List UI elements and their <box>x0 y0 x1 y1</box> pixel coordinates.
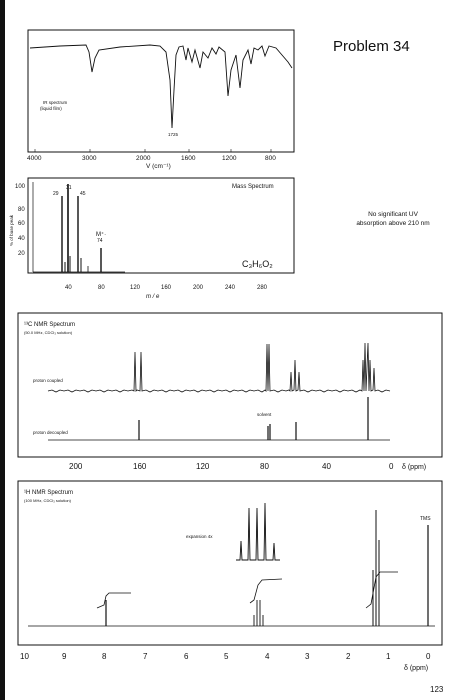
ms-peaks <box>61 184 102 272</box>
h1-conditions: (100 MHz, CDCl₃ solution) <box>24 498 72 503</box>
ms-x-tick-200: 200 <box>193 285 204 291</box>
h1-tick-8: 8 <box>102 652 107 661</box>
ir-tick-4000: 4000 <box>27 155 42 162</box>
c13-solvent-label: solvent <box>257 412 272 417</box>
ms-peak-label-29: 29 <box>53 191 59 197</box>
ms-peak-label-31: 31 <box>66 185 72 191</box>
c13-axis-unit: δ (ppm) <box>402 464 426 471</box>
ms-formula: C₃H₆O₂ <box>242 259 273 269</box>
h1-tick-2: 2 <box>346 652 351 661</box>
h1-tick-0: 0 <box>426 652 431 661</box>
uv-note-line1: No significant UV <box>368 211 418 218</box>
h1-tick-9: 9 <box>62 652 67 661</box>
ir-label-line2: (liquid film) <box>40 106 62 111</box>
c13-coupled-label: proton coupled <box>33 378 63 383</box>
ms-x-tick-40: 40 <box>65 285 72 291</box>
h1-expansion-label: expansion 4x <box>186 534 213 539</box>
h1-title: ¹H NMR Spectrum <box>24 490 73 496</box>
c13-conditions: (50.0 MHz, CDCl₃ solution) <box>24 330 73 335</box>
h1-tick-6: 6 <box>184 652 189 661</box>
ms-y-tick-80: 80 <box>18 207 25 213</box>
uv-note-line2: absorption above 210 nm <box>356 220 430 227</box>
ms-x-tick-80: 80 <box>98 285 105 291</box>
c13-nmr-panel: ¹³C NMR Spectrum (50.0 MHz, CDCl₃ soluti… <box>17 312 443 471</box>
ms-x-tick-160: 160 <box>161 285 172 291</box>
mass-spectrum-panel: Mass Spectrum % of base peak 100 80 60 4… <box>9 177 295 300</box>
ms-x-label: m / e <box>146 294 160 300</box>
ms-molecular-ion-mass: 74 <box>97 238 103 244</box>
c13-coupled-trace <box>47 342 391 393</box>
h1-frame <box>17 480 443 646</box>
ir-trace <box>29 44 293 129</box>
c13-tick-200: 200 <box>69 462 83 471</box>
h1-nmr-panel: ¹H NMR Spectrum (100 MHz, CDCl₃ solution… <box>17 480 443 672</box>
h1-tick-4: 4 <box>265 652 270 661</box>
c13-decoupled-peaks <box>138 397 369 440</box>
h1-expansion-trace <box>236 502 280 561</box>
problem-title: Problem 34 <box>333 38 410 55</box>
h1-tms-label: TMS <box>420 516 431 522</box>
ms-y-tick-20: 20 <box>18 251 25 257</box>
h1-tick-10: 10 <box>20 652 29 661</box>
ms-peak-label-45: 45 <box>80 191 86 197</box>
ir-axis-ticks <box>34 149 272 152</box>
h1-integral-singlet <box>96 592 131 609</box>
ir-tick-800: 800 <box>265 155 276 162</box>
ir-tick-2000: 2000 <box>136 155 151 162</box>
ir-spectrum-panel: IR spectrum (liquid film) 1725 4000 3000… <box>27 29 295 170</box>
c13-tick-0: 0 <box>389 462 394 471</box>
h1-integral-quartet <box>249 578 283 604</box>
ms-y-tick-40: 40 <box>18 236 25 242</box>
c13-title: ¹³C NMR Spectrum <box>24 322 75 328</box>
c13-decoupled-label: proton decoupled <box>33 430 68 435</box>
ir-axis-label: V (cm⁻¹) <box>146 163 171 170</box>
h1-tick-3: 3 <box>305 652 310 661</box>
h1-peaks <box>105 510 429 626</box>
ir-tick-3000: 3000 <box>82 155 97 162</box>
ir-peak-label: 1725 <box>168 132 179 137</box>
ms-x-tick-240: 240 <box>225 285 236 291</box>
c13-tick-80: 80 <box>260 462 269 471</box>
page-number: 123 <box>430 685 444 694</box>
book-binding-edge <box>0 0 5 700</box>
h1-axis-unit: δ (ppm) <box>404 665 428 672</box>
c13-tick-160: 160 <box>133 462 147 471</box>
ir-frame <box>27 29 295 153</box>
ms-title: Mass Spectrum <box>232 184 274 190</box>
h1-integral-triplet <box>365 571 398 609</box>
ir-tick-1600: 1600 <box>181 155 196 162</box>
ir-label-line1: IR spectrum <box>43 100 68 105</box>
h1-tick-5: 5 <box>224 652 229 661</box>
ms-frame <box>27 177 295 274</box>
ms-x-tick-120: 120 <box>130 285 141 291</box>
h1-tick-7: 7 <box>143 652 148 661</box>
ms-x-tick-280: 280 <box>257 285 268 291</box>
ms-y-tick-100: 100 <box>15 184 26 190</box>
uv-note: No significant UV absorption above 210 n… <box>330 210 456 228</box>
c13-tick-40: 40 <box>322 462 331 471</box>
ms-molecular-ion-label: M⁺· <box>96 231 106 238</box>
c13-frame <box>17 312 443 458</box>
ir-tick-1200: 1200 <box>222 155 237 162</box>
ms-y-tick-60: 60 <box>18 221 25 227</box>
c13-tick-120: 120 <box>196 462 210 471</box>
ms-y-label: % of base peak <box>9 214 14 246</box>
h1-tick-1: 1 <box>386 652 391 661</box>
